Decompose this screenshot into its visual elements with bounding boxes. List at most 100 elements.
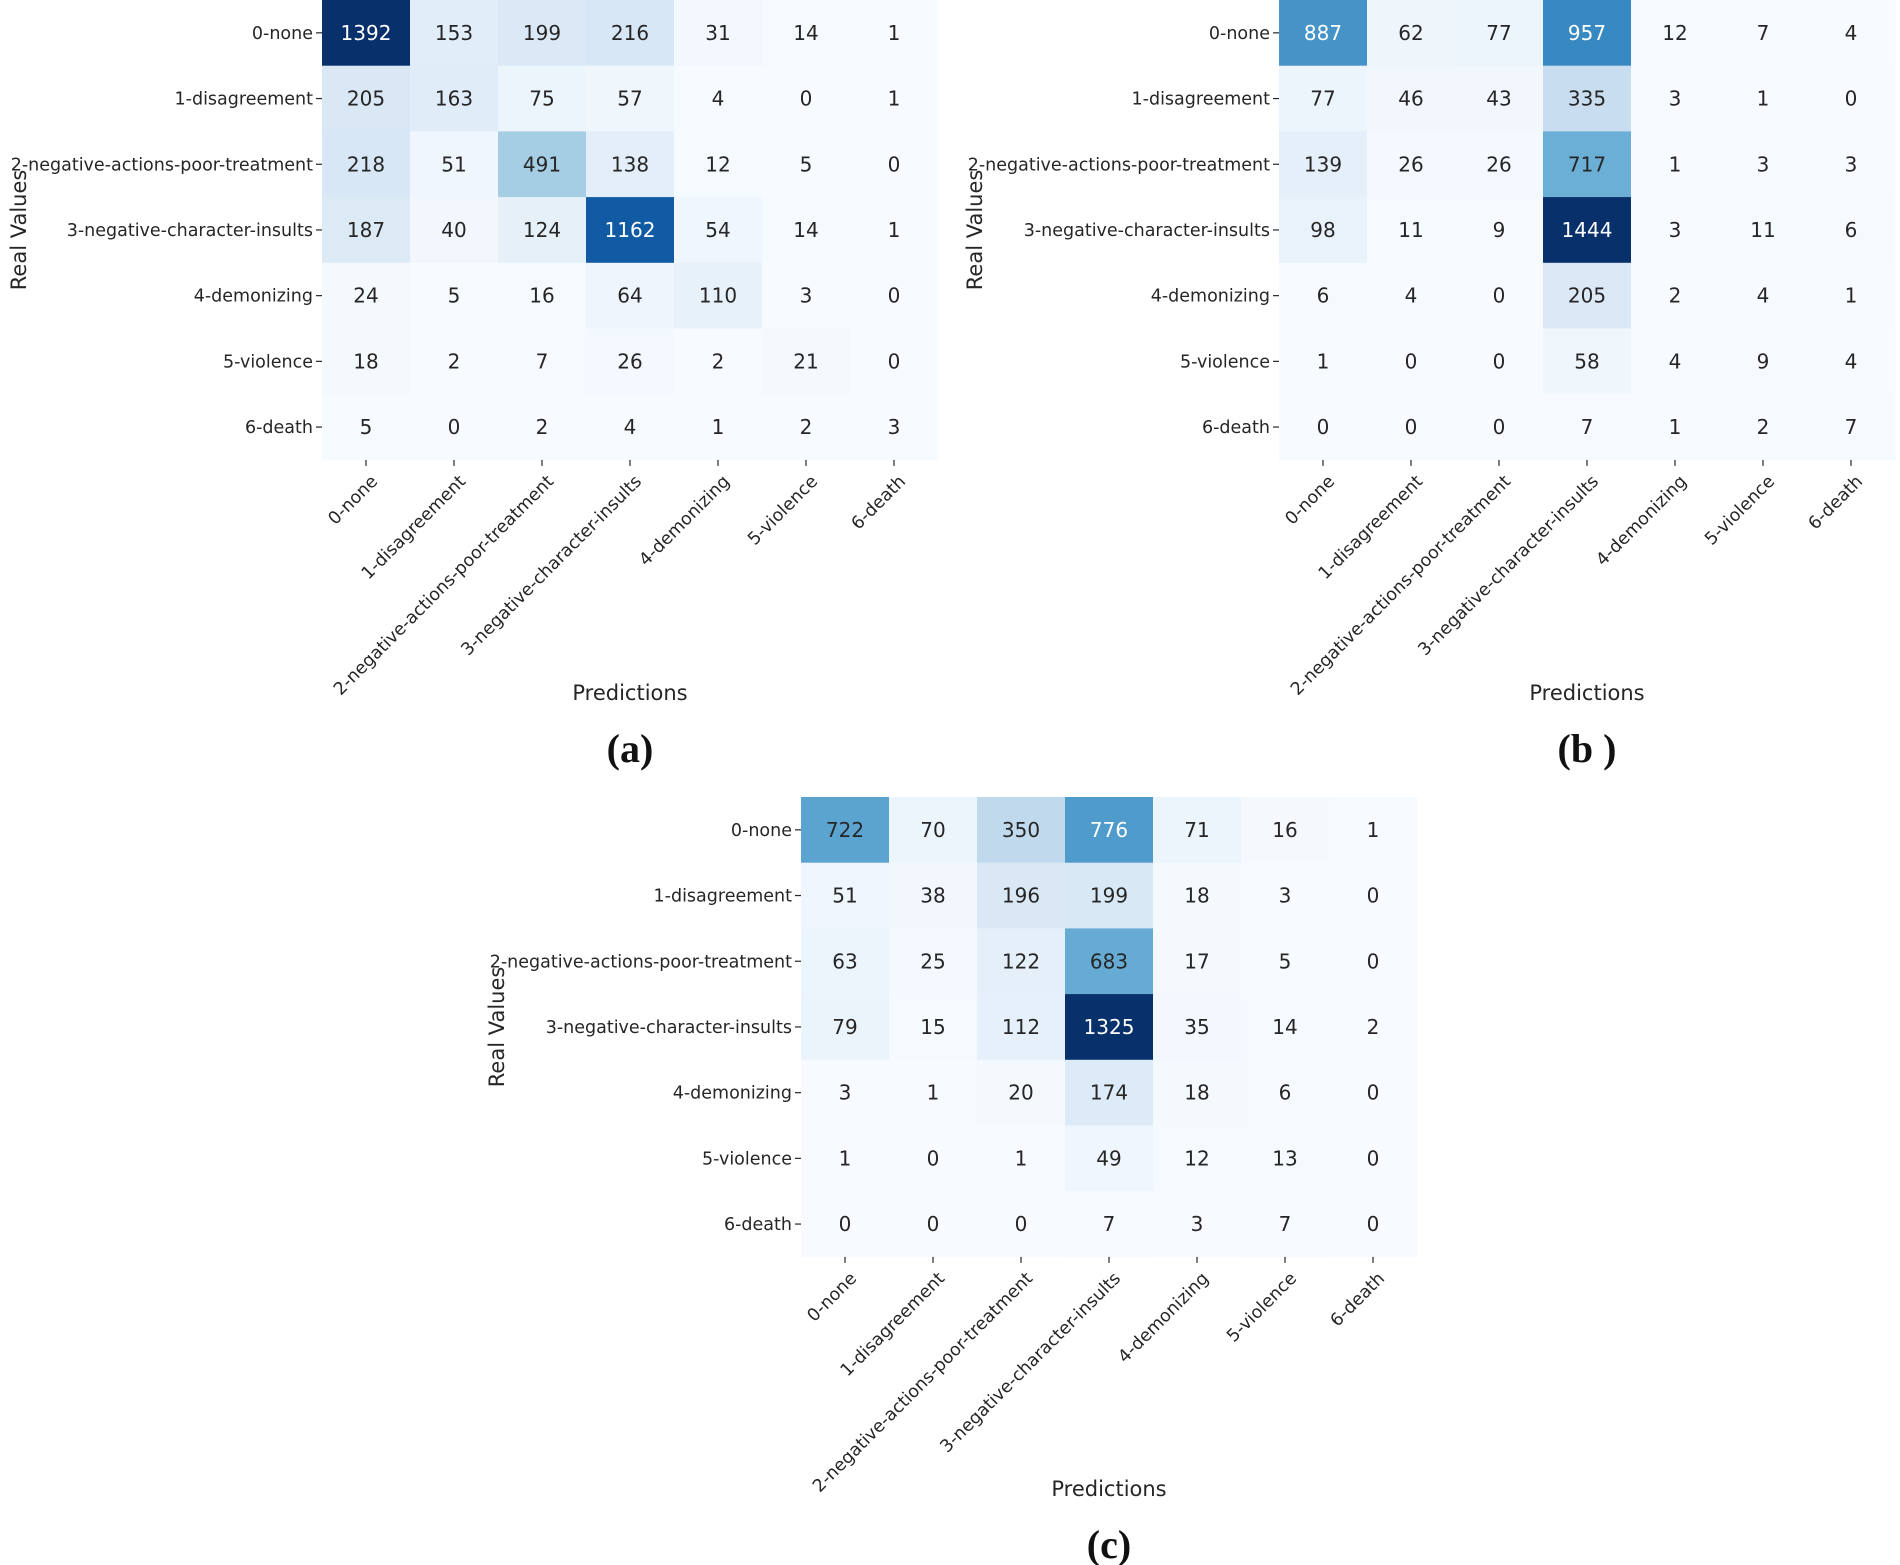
cell-value-label: 0 bbox=[888, 284, 901, 308]
cell-value-label: 57 bbox=[617, 87, 642, 111]
cell-value-label: 0 bbox=[1493, 349, 1506, 373]
heatmap-cell bbox=[1631, 131, 1720, 198]
cell-value-label: 1 bbox=[927, 1081, 940, 1105]
heatmap-cell bbox=[1543, 0, 1632, 67]
heatmap-cell bbox=[1153, 1191, 1242, 1258]
cell-value-label: 64 bbox=[617, 284, 642, 308]
heatmap-cell bbox=[322, 131, 411, 198]
y-tick-label: 3-negative-character-insults bbox=[67, 221, 313, 241]
cell-value-label: 14 bbox=[1272, 1015, 1297, 1039]
cell-value-label: 3 bbox=[1757, 152, 1770, 176]
cell-value-label: 138 bbox=[611, 152, 649, 176]
cell-value-label: 683 bbox=[1090, 949, 1128, 973]
heatmap-cell bbox=[1543, 262, 1632, 329]
heatmap-cell bbox=[1153, 1125, 1242, 1192]
cell-value-label: 4 bbox=[1405, 284, 1418, 308]
cell-value-label: 13 bbox=[1272, 1146, 1297, 1170]
y-tick-label: 3-negative-character-insults bbox=[1024, 221, 1270, 241]
heatmap-cell bbox=[322, 0, 411, 67]
y-tick-label: 4-demonizing bbox=[194, 287, 313, 307]
heatmap-cell bbox=[1807, 262, 1896, 329]
y-tick-label: 0-none bbox=[1209, 24, 1270, 44]
heatmap-cell bbox=[1329, 994, 1418, 1061]
cell-value-label: 491 bbox=[523, 152, 561, 176]
cell-value-label: 1 bbox=[1317, 349, 1330, 373]
heatmap-cell bbox=[850, 262, 939, 329]
cell-value-label: 14 bbox=[793, 218, 818, 242]
cell-value-label: 3 bbox=[1669, 87, 1682, 111]
cell-value-label: 0 bbox=[927, 1212, 940, 1236]
cell-value-label: 887 bbox=[1304, 21, 1342, 45]
heatmap-cell bbox=[762, 394, 851, 461]
x-tick-label: 4-demonizing bbox=[1115, 1269, 1213, 1367]
heatmap-cell bbox=[1367, 131, 1456, 198]
heatmap-cell bbox=[1241, 928, 1330, 995]
heatmap-cell bbox=[1279, 394, 1368, 461]
y-axis-title: Real Values bbox=[485, 967, 509, 1088]
heatmap-cell bbox=[1153, 994, 1242, 1061]
heatmap-cell bbox=[410, 65, 499, 132]
heatmap-cell bbox=[1807, 197, 1896, 264]
heatmap-cell bbox=[1329, 862, 1418, 929]
cell-value-label: 38 bbox=[920, 884, 945, 908]
heatmap-cell bbox=[1329, 928, 1418, 995]
cell-value-label: 4 bbox=[1845, 21, 1858, 45]
heatmap-cell bbox=[977, 1125, 1066, 1192]
heatmap-cell bbox=[801, 928, 890, 995]
cell-value-label: 4 bbox=[1757, 284, 1770, 308]
cell-value-label: 957 bbox=[1568, 21, 1606, 45]
heatmap-cell bbox=[410, 197, 499, 264]
cell-value-label: 18 bbox=[353, 349, 378, 373]
heatmap-cell bbox=[1807, 328, 1896, 395]
y-tick-label: 5-violence bbox=[702, 1149, 792, 1169]
cell-value-label: 17 bbox=[1184, 949, 1209, 973]
cell-value-label: 1 bbox=[1015, 1146, 1028, 1170]
heatmap-cell bbox=[1065, 1125, 1154, 1192]
cell-value-label: 25 bbox=[920, 949, 945, 973]
cell-value-label: 7 bbox=[1757, 21, 1770, 45]
cell-value-label: 51 bbox=[832, 884, 857, 908]
cell-value-label: 9 bbox=[1757, 349, 1770, 373]
heatmap-cell bbox=[322, 328, 411, 395]
heatmap-cell bbox=[586, 328, 675, 395]
heatmap-cell bbox=[1153, 862, 1242, 929]
x-tick-label: 3-negative-character-insults bbox=[458, 472, 646, 660]
cell-value-label: 4 bbox=[712, 87, 725, 111]
cell-value-label: 5 bbox=[360, 415, 373, 439]
cell-value-label: 0 bbox=[1317, 415, 1330, 439]
cell-value-label: 1 bbox=[712, 415, 725, 439]
cell-value-label: 3 bbox=[888, 415, 901, 439]
cell-value-label: 1 bbox=[888, 218, 901, 242]
cell-value-label: 163 bbox=[435, 87, 473, 111]
heatmap-cell bbox=[1153, 797, 1242, 864]
heatmap-cell bbox=[674, 0, 763, 67]
heatmap-cell bbox=[1329, 797, 1418, 864]
x-tick-label: 5-violence bbox=[1223, 1269, 1301, 1347]
heatmap-cell bbox=[1065, 862, 1154, 929]
y-tick-label: 6-death bbox=[724, 1215, 792, 1235]
cell-value-label: 112 bbox=[1002, 1015, 1040, 1039]
cell-value-label: 98 bbox=[1310, 218, 1335, 242]
heatmap-cell bbox=[1241, 862, 1330, 929]
cell-value-label: 26 bbox=[617, 349, 642, 373]
heatmap-cell bbox=[1065, 1191, 1154, 1258]
cell-value-label: 2 bbox=[712, 349, 725, 373]
heatmap-cell bbox=[1455, 197, 1544, 264]
cell-value-label: 1 bbox=[1845, 284, 1858, 308]
y-tick-label: 2-negative-actions-poor-treatment bbox=[490, 952, 792, 972]
cell-value-label: 79 bbox=[832, 1015, 857, 1039]
heatmap-cell bbox=[1719, 262, 1808, 329]
heatmap-cell bbox=[498, 262, 587, 329]
cell-value-label: 350 bbox=[1002, 818, 1040, 842]
heatmap-cell bbox=[1279, 262, 1368, 329]
heatmap-cell bbox=[977, 862, 1066, 929]
heatmap-cell bbox=[850, 197, 939, 264]
heatmap-cell bbox=[1807, 394, 1896, 461]
heatmap-cell bbox=[889, 797, 978, 864]
heatmap-cell bbox=[1807, 65, 1896, 132]
cell-value-label: 3 bbox=[1191, 1212, 1204, 1236]
y-tick-label: 1-disagreement bbox=[175, 90, 314, 110]
cell-value-label: 12 bbox=[1662, 21, 1687, 45]
cell-value-label: 4 bbox=[624, 415, 637, 439]
